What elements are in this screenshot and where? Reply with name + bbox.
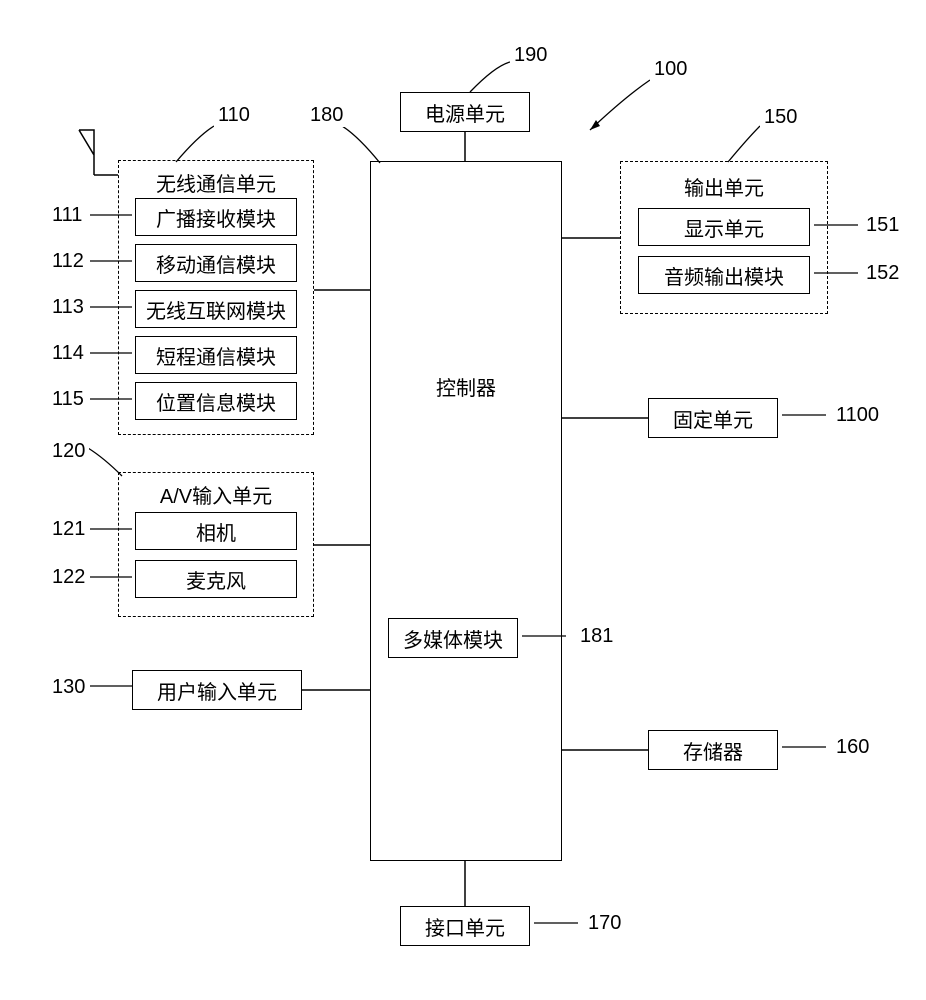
ref-121: 121 (48, 518, 89, 541)
memory-label: 存储器 (683, 736, 743, 765)
ref-112: 112 (48, 250, 88, 273)
ref-120: 120 (48, 440, 89, 463)
user-input-unit-box: 用户输入单元 (132, 670, 302, 710)
power-unit-label: 电源单元 (425, 98, 505, 127)
microphone-box: 麦克风 (135, 560, 297, 598)
camera-box: 相机 (135, 512, 297, 550)
ref-arrow-160 (778, 737, 833, 757)
mobile-comm-module-label: 移动通信模块 (156, 249, 276, 278)
display-unit-label: 显示单元 (684, 213, 764, 242)
short-range-module-box: 短程通信模块 (135, 336, 297, 374)
multimedia-module-label: 多媒体模块 (403, 624, 503, 653)
location-module-box: 位置信息模块 (135, 382, 297, 420)
ref-arrow-170 (530, 913, 585, 933)
ref-arrow-130 (82, 676, 137, 696)
av-input-unit-title: A/V输入单元 (118, 480, 314, 509)
ref-113: 113 (48, 296, 88, 319)
memory-box: 存储器 (648, 730, 778, 770)
controller-label: 控制器 (436, 372, 496, 401)
ref-170: 170 (584, 912, 625, 935)
camera-label: 相机 (196, 517, 236, 546)
ref-190: 190 (510, 44, 551, 67)
ref-111: 111 (48, 204, 86, 227)
microphone-label: 麦克风 (186, 565, 246, 594)
ref-151: 151 (862, 214, 903, 237)
power-unit-box: 电源单元 (400, 92, 530, 132)
ref-181: 181 (576, 625, 617, 648)
ref-arrow-1100 (778, 405, 833, 425)
audio-output-module-label: 音频输出模块 (664, 261, 784, 290)
display-unit-box: 显示单元 (638, 208, 810, 246)
ref-100: 100 (650, 58, 691, 81)
broadcast-module-box: 广播接收模块 (135, 198, 297, 236)
fixed-unit-label: 固定单元 (673, 404, 753, 433)
ref-152: 152 (862, 262, 903, 285)
wireless-internet-module-label: 无线互联网模块 (146, 295, 286, 324)
ref-180: 180 (306, 104, 347, 127)
ref-115: 115 (48, 388, 88, 411)
broadcast-module-label: 广播接收模块 (156, 203, 276, 232)
wireless-unit-title: 无线通信单元 (118, 168, 314, 197)
location-module-label: 位置信息模块 (156, 387, 276, 416)
antenna-icon (76, 127, 106, 177)
ref-150: 150 (760, 106, 801, 129)
ref-110: 110 (214, 104, 254, 127)
interface-unit-box: 接口单元 (400, 906, 530, 946)
output-unit-title: 输出单元 (620, 172, 828, 201)
multimedia-module-box: 多媒体模块 (388, 618, 518, 658)
ref-122: 122 (48, 566, 89, 589)
fixed-unit-box: 固定单元 (648, 398, 778, 438)
ref-114: 114 (48, 342, 88, 365)
interface-unit-label: 接口单元 (425, 912, 505, 941)
ref-arrow-100 (575, 72, 665, 142)
controller-box: 控制器 (370, 161, 562, 861)
ref-1100: 1100 (832, 404, 883, 427)
ref-130: 130 (48, 676, 89, 699)
mobile-comm-module-box: 移动通信模块 (135, 244, 297, 282)
audio-output-module-box: 音频输出模块 (638, 256, 810, 294)
wireless-internet-module-box: 无线互联网模块 (135, 290, 297, 328)
ref-160: 160 (832, 736, 873, 759)
user-input-unit-label: 用户输入单元 (157, 676, 277, 705)
short-range-module-label: 短程通信模块 (156, 341, 276, 370)
